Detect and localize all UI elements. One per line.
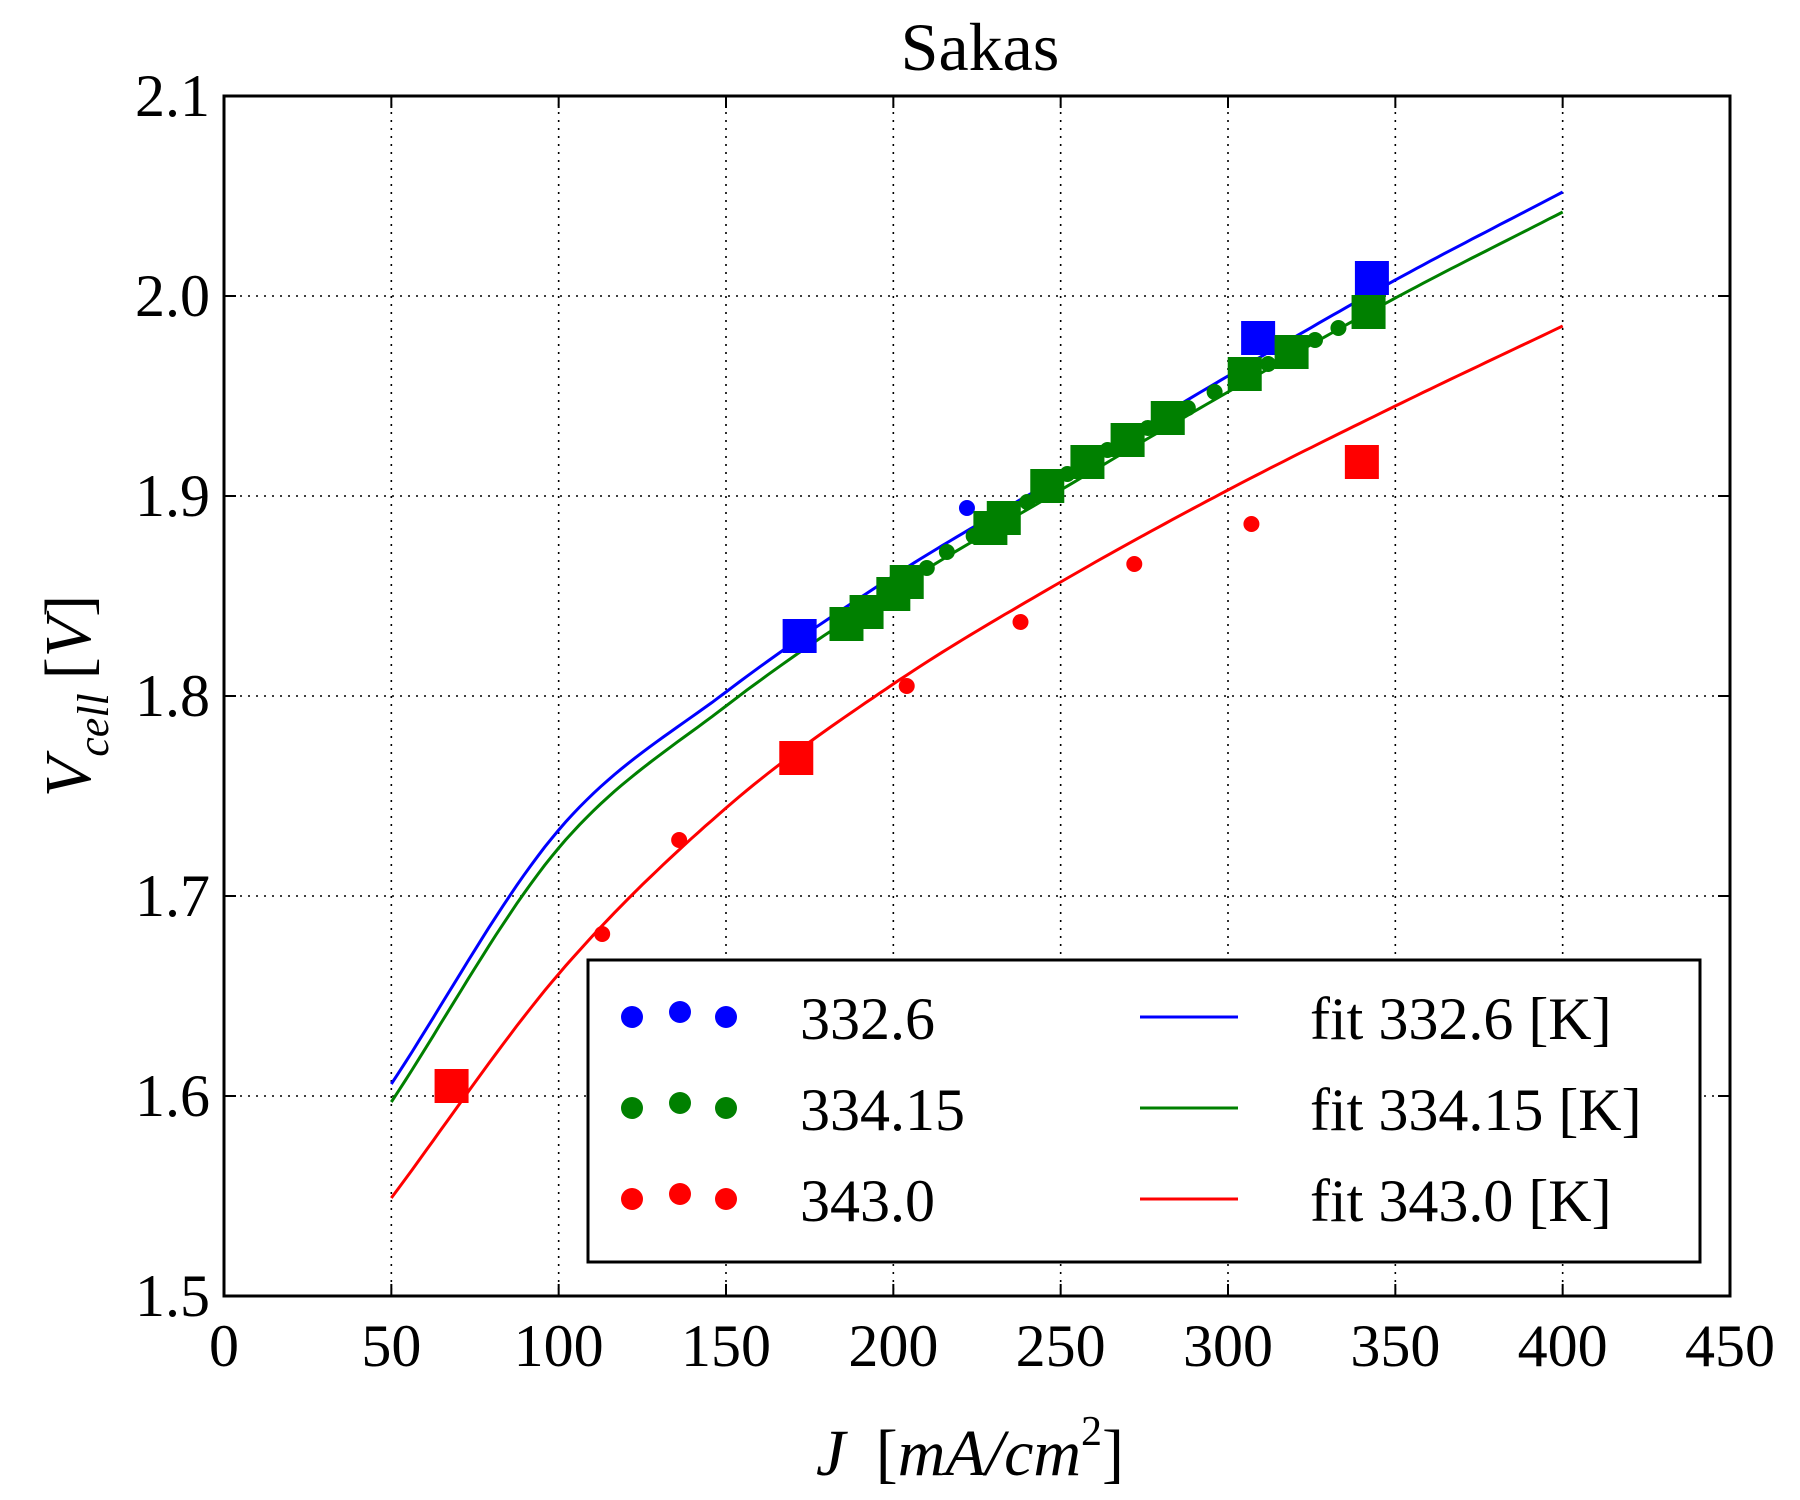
x-axis-label: J [mA/cm2]	[816, 1409, 1124, 1490]
data-point-square	[1354, 261, 1389, 295]
y-tick-label: 2.0	[135, 263, 210, 329]
data-point	[918, 560, 935, 576]
data-point	[1099, 442, 1116, 458]
legend-marker	[669, 1001, 691, 1023]
data-point-square	[1344, 445, 1379, 479]
y-tick-label: 2.1	[135, 63, 210, 129]
data-point-square	[1351, 295, 1386, 329]
data-point-square	[779, 741, 814, 775]
data-point	[1126, 556, 1143, 572]
fit-line	[390, 190, 1564, 1085]
data-point	[1260, 356, 1277, 372]
legend-label: fit 332.6 [K]	[1310, 986, 1612, 1052]
data-point-square	[434, 1069, 469, 1103]
y-tick-label: 1.6	[135, 1063, 210, 1129]
data-point	[958, 500, 975, 516]
x-axis-label-unit: mA/cm	[898, 1417, 1081, 1490]
data-point	[1179, 400, 1196, 416]
data-point	[1059, 466, 1076, 482]
data-point-square	[1274, 335, 1309, 369]
data-point-square	[1241, 321, 1276, 355]
y-tick-label: 1.9	[135, 463, 210, 529]
y-axis-label: Vcell[V]	[32, 595, 118, 797]
data-point	[938, 544, 955, 560]
x-axis-ticks: 0 50 100 150 200 250 300 350 400 450	[209, 96, 1775, 1379]
legend-marker	[669, 1183, 691, 1205]
data-point	[1012, 614, 1029, 630]
legend-box	[586, 958, 1702, 1264]
x-tick-label: 200	[848, 1313, 938, 1379]
legend-marker	[715, 1097, 737, 1119]
data-point-square	[1227, 357, 1262, 391]
legend-label: 332.6	[800, 986, 935, 1052]
data-point	[1307, 332, 1324, 348]
legend-marker	[621, 1097, 643, 1119]
data-points	[434, 261, 1389, 1103]
data-point-square	[986, 501, 1021, 535]
y-axis-label-main: V	[32, 750, 105, 797]
legend: 332.6 334.15 343.0 fit 332.6 [K] fit 334.15 …	[586, 958, 1702, 1264]
data-point	[1243, 516, 1260, 532]
data-point	[965, 528, 982, 544]
x-tick-label: 150	[681, 1313, 771, 1379]
legend-marker	[669, 1092, 691, 1114]
data-point	[1019, 494, 1036, 510]
legend-marker	[621, 1006, 643, 1028]
x-axis-label-main: J	[816, 1417, 848, 1490]
data-point-square	[1030, 469, 1065, 503]
legend-marker	[715, 1188, 737, 1210]
legend-label: fit 334.15 [K]	[1310, 1077, 1642, 1143]
data-point-square	[889, 565, 924, 599]
data-point	[671, 832, 688, 848]
legend-marker	[715, 1006, 737, 1028]
legend-label: 343.0	[800, 1168, 935, 1234]
data-point-square	[1110, 423, 1145, 457]
data-point	[1206, 384, 1223, 400]
data-point	[898, 678, 915, 694]
data-point	[594, 926, 611, 942]
data-point	[1330, 320, 1347, 336]
y-tick-label: 1.8	[135, 663, 210, 729]
legend-label: 334.15	[800, 1077, 965, 1143]
x-tick-label: 50	[361, 1313, 421, 1379]
x-tick-label: 0	[209, 1313, 239, 1379]
legend-label: fit 343.0 [K]	[1310, 1168, 1612, 1234]
x-tick-label: 100	[514, 1313, 604, 1379]
x-tick-label: 350	[1350, 1313, 1440, 1379]
chart-title: Sakas	[901, 9, 1060, 85]
data-point	[1139, 420, 1156, 436]
legend-marker	[621, 1188, 643, 1210]
y-tick-label: 1.5	[135, 1263, 210, 1329]
data-point-square	[1070, 445, 1105, 479]
data-point-square	[1150, 401, 1185, 435]
x-tick-label: 400	[1518, 1313, 1608, 1379]
data-point-square	[782, 619, 817, 653]
x-tick-label: 250	[1016, 1313, 1106, 1379]
y-axis-label-sub: cell	[69, 693, 118, 757]
x-tick-label: 300	[1183, 1313, 1273, 1379]
y-axis-label-unit: V	[32, 610, 105, 657]
y-tick-label: 1.7	[135, 863, 210, 929]
x-tick-label: 450	[1685, 1313, 1775, 1379]
x-axis-label-exp: 2	[1081, 1409, 1102, 1455]
y-axis-ticks: 1.5 1.6 1.7 1.8 1.9 2.0 2.1	[135, 63, 1730, 1329]
fit-line	[390, 324, 1564, 1199]
